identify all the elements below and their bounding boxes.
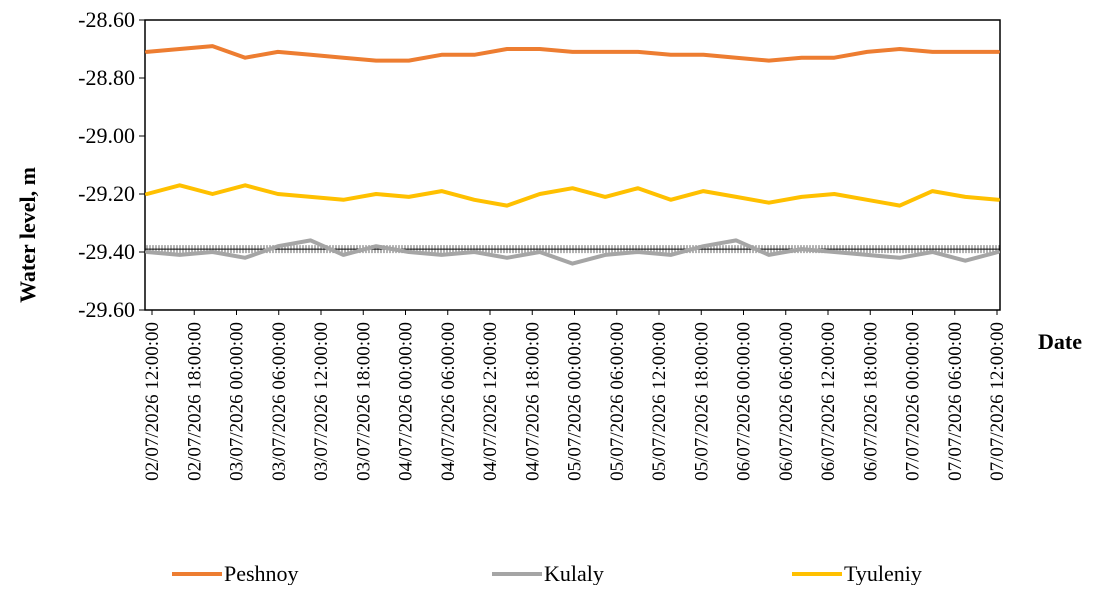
x-tick-label: 04/07/2026 00:00:00 (396, 322, 417, 481)
x-tick-label: 04/07/2026 18:00:00 (522, 322, 543, 481)
y-axis-title: Water level, m (15, 167, 40, 303)
legend: Peshnoy Kulaly Tyuleniy (172, 561, 922, 586)
x-axis-ticks: 02/07/2026 12:00:00 02/07/2026 18:00:00 03… (142, 310, 1008, 481)
series-line-kulaly (145, 238, 1000, 266)
legend-label: Peshnoy (224, 561, 299, 585)
y-tick-label: -29.60 (78, 297, 135, 322)
x-tick-label: 06/07/2026 00:00:00 (734, 322, 755, 481)
x-tick-label: 04/07/2026 12:00:00 (480, 322, 501, 481)
legend-label: Tyuleniy (844, 561, 922, 585)
x-tick-label: 05/07/2026 18:00:00 (691, 322, 712, 481)
legend-label: Kulaly (544, 561, 604, 585)
x-tick-label: 06/07/2026 18:00:00 (860, 322, 881, 481)
x-tick-label: 04/07/2026 06:00:00 (438, 322, 459, 481)
x-tick-label: 03/07/2026 12:00:00 (311, 322, 332, 481)
x-tick-label: 03/07/2026 06:00:00 (269, 322, 290, 481)
x-tick-label: 02/07/2026 12:00:00 (142, 322, 163, 481)
x-axis-title: Date (1038, 329, 1082, 354)
y-tick-label: -29.00 (78, 123, 135, 148)
series-group (145, 44, 1000, 266)
y-axis-ticks: -28.60 -28.80 -29.00 -29.20 -29.40 -29.60 (78, 7, 145, 322)
x-tick-label: 07/07/2026 00:00:00 (903, 322, 924, 481)
x-tick-label: 03/07/2026 18:00:00 (353, 322, 374, 481)
series-line-tyuleniy (145, 183, 1000, 208)
y-tick-label: -29.20 (78, 181, 135, 206)
y-tick-label: -28.80 (78, 65, 135, 90)
x-tick-label: 06/07/2026 12:00:00 (818, 322, 839, 481)
y-tick-label: -29.40 (78, 239, 135, 264)
plot-area (144, 19, 1001, 311)
x-tick-label: 06/07/2026 06:00:00 (776, 322, 797, 481)
x-tick-label: 07/07/2026 12:00:00 (987, 322, 1008, 481)
x-tick-label: 02/07/2026 18:00:00 (184, 322, 205, 481)
x-tick-label: 07/07/2026 06:00:00 (945, 322, 966, 481)
y-tick-label: -28.60 (78, 7, 135, 32)
series-line-peshnoy (145, 44, 1000, 63)
x-tick-label: 05/07/2026 12:00:00 (649, 322, 670, 481)
x-tick-label: 05/07/2026 06:00:00 (607, 322, 628, 481)
x-tick-label: 03/07/2026 00:00:00 (227, 322, 248, 481)
x-tick-label: 05/07/2026 00:00:00 (565, 322, 586, 481)
